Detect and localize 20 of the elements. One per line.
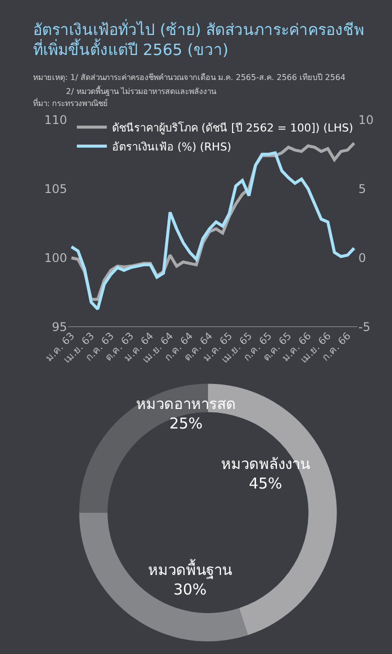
legend-label: อัตราเงินเฟ้อ (%) (RHS) bbox=[112, 140, 232, 154]
chart-title: อัตราเงินเฟ้อทั่วไป (ซ้าย) สัดส่วนภาระค่าครองชีพ ที่เพิ่มขึ้นตั้งแต่ปี 2565 (ขวา) bbox=[33, 19, 364, 60]
y2-tick-label: 0 bbox=[358, 251, 366, 266]
y2-tick-label: 10 bbox=[358, 112, 374, 127]
text: หมายเหตุ: 1/ สัดส่วนภาระค่าครองชีพคำนวณจากเดือน ม.ค. 2565-ส.ค. 2566 เทียบปี 2564 bbox=[33, 73, 346, 82]
y-tick-label: 110 bbox=[44, 112, 68, 127]
y-tick-label: 95 bbox=[52, 320, 68, 334]
y2-tick-label: -5 bbox=[358, 320, 370, 334]
data-label: 45% bbox=[248, 474, 282, 492]
data-label: 30% bbox=[173, 580, 207, 598]
donut-slice bbox=[79, 512, 248, 642]
slice-label: หมวดพื้นฐาน bbox=[148, 559, 232, 579]
slice-label: หมวดอาหารสด bbox=[136, 395, 236, 413]
y2-tick-label: 5 bbox=[358, 182, 366, 196]
y-tick-label: 105 bbox=[44, 182, 68, 196]
legend-label: ดัชนีราคาผู้บริโภค (ดัชนี [ปี 2562 = 100]) (LHS) bbox=[112, 120, 354, 134]
text: 2/ หมวดพื้นฐาน ไม่รวมอาหารสดและพลังงาน bbox=[66, 85, 217, 96]
text: ที่มา: กระทรวงพาณิชย์ bbox=[33, 97, 108, 108]
data-label: 25% bbox=[169, 414, 203, 432]
y-tick-label: 100 bbox=[44, 251, 68, 266]
